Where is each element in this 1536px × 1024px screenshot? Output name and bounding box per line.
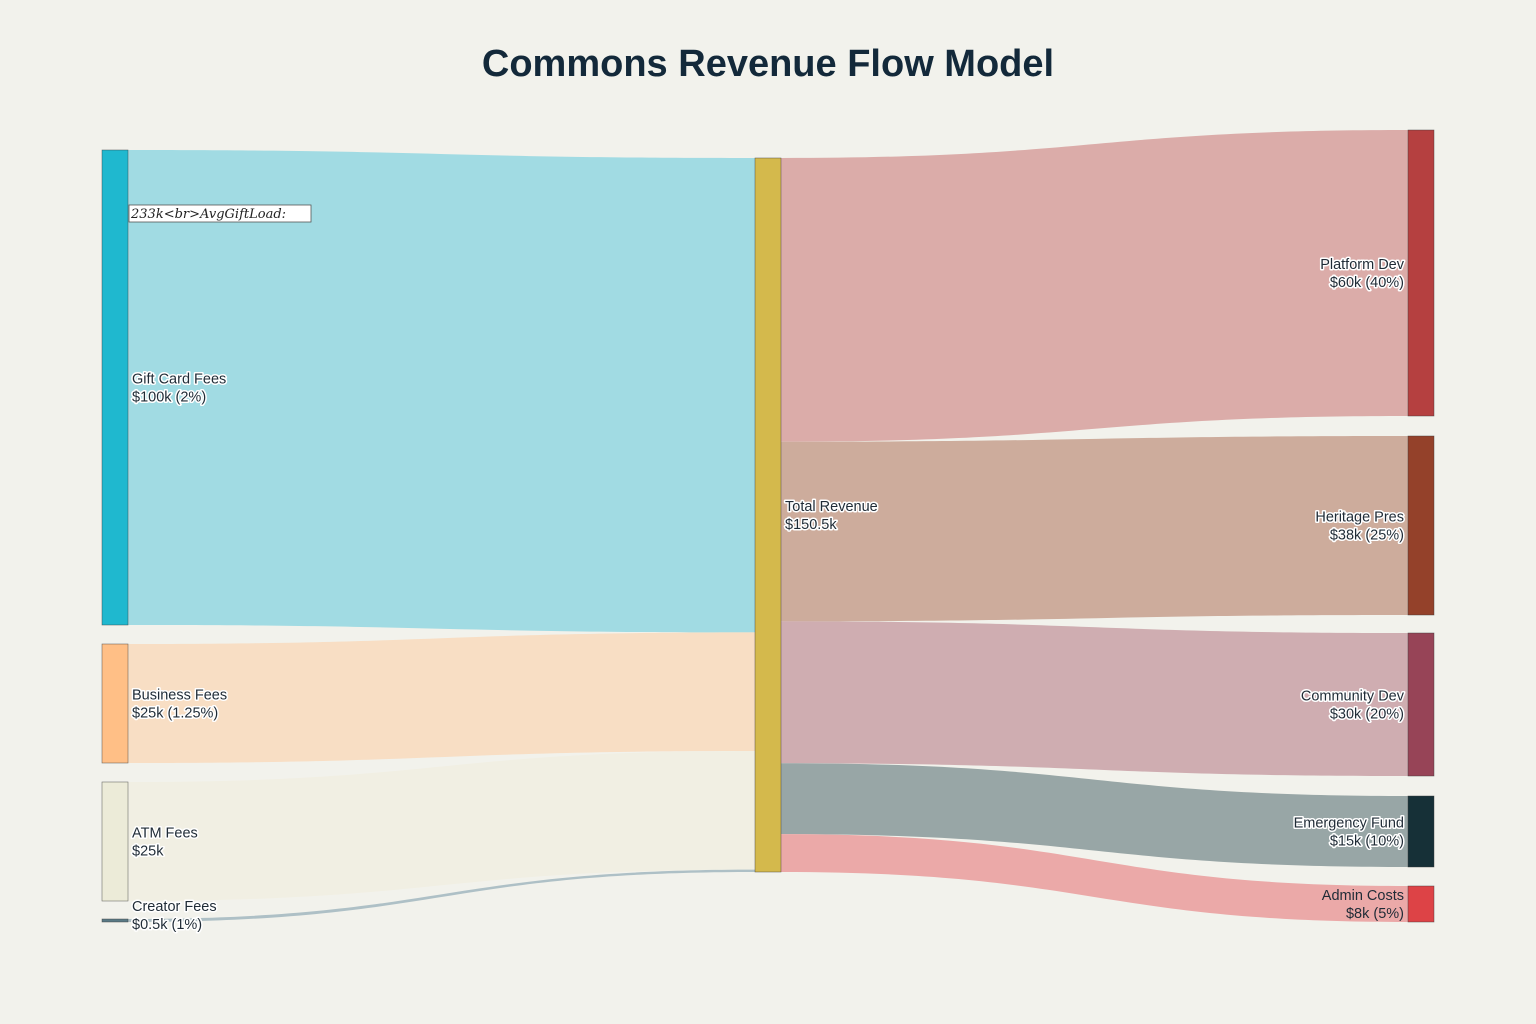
node-label-gift: Gift Card Fees — [132, 372, 226, 388]
sankey-labels: Gift Card Fees $100k (2%) Business Fees $25… — [131, 256, 1407, 935]
link-total-emergency — [781, 763, 1408, 867]
annotation-text: 233k<br>AvgGiftLoad: — [130, 207, 286, 222]
link-total-admin — [781, 834, 1408, 922]
node-total — [754, 157, 782, 873]
node-value-platform: $60k (40%) — [1330, 275, 1404, 291]
node-value-emergency: $15k (10%) — [1330, 834, 1404, 850]
node-atm — [101, 781, 129, 902]
node-label-community: Community Dev — [1301, 689, 1405, 705]
link-gift-total — [128, 150, 755, 633]
node-emergency — [1407, 795, 1435, 868]
node-value-atm: $25k — [132, 844, 164, 860]
link-creator-total — [128, 869, 755, 922]
sankey-annotations: 233k<br>AvgGiftLoad: — [128, 204, 312, 223]
link-total-heritage — [781, 436, 1408, 622]
node-label-creator: Creator Fees — [132, 899, 217, 915]
node-value-business: $25k (1.25%) — [132, 706, 218, 722]
node-label-platform: Platform Dev — [1320, 257, 1405, 273]
node-label-total: Total Revenue — [785, 499, 878, 515]
node-platform — [1407, 129, 1435, 417]
chart-title: Commons Revenue Flow Model — [482, 43, 1054, 85]
node-value-admin: $8k (5%) — [1346, 906, 1404, 922]
node-value-total: $150.5k — [785, 517, 837, 533]
link-total-community — [781, 621, 1408, 776]
annotation-box — [128, 204, 312, 223]
node-heritage — [1407, 435, 1435, 616]
node-value-community: $30k (20%) — [1330, 707, 1404, 723]
node-label-atm: ATM Fees — [132, 826, 198, 842]
node-value-gift: $100k (2%) — [132, 390, 206, 406]
sankey-links — [128, 130, 1408, 922]
node-value-creator: $0.5k (1%) — [132, 917, 202, 933]
node-label-heritage: Heritage Pres — [1315, 510, 1404, 526]
node-creator — [101, 918, 129, 923]
link-total-platform — [781, 130, 1408, 442]
link-business-total — [128, 632, 755, 763]
node-gift — [101, 149, 129, 626]
node-community — [1407, 632, 1435, 777]
node-label-admin: Admin Costs — [1322, 888, 1404, 904]
node-admin — [1407, 885, 1435, 923]
link-atm-total — [128, 751, 755, 901]
node-label-emergency: Emergency Fund — [1294, 816, 1404, 832]
sankey-nodes — [101, 129, 1435, 923]
node-label-business: Business Fees — [132, 688, 227, 704]
node-business — [101, 643, 129, 764]
node-value-heritage: $38k (25%) — [1330, 528, 1404, 544]
